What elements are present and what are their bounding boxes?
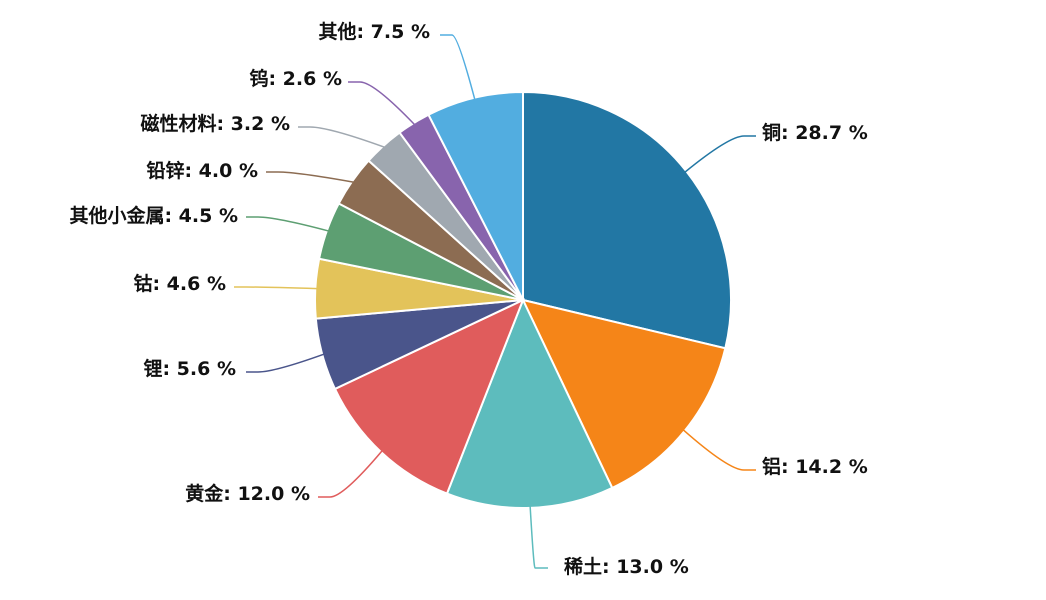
leader-line-10 bbox=[440, 34, 476, 100]
pie-label-9: 钨: 2.6 % bbox=[249, 67, 342, 90]
pie-label-6: 其他小金属: 4.5 % bbox=[69, 204, 238, 227]
pie-label-7: 铅锌: 4.0 % bbox=[146, 159, 258, 182]
leader-line-1 bbox=[682, 429, 756, 471]
leader-line-5 bbox=[234, 286, 318, 290]
pie-slices bbox=[314, 90, 732, 509]
pie-label-10: 其他: 7.5 % bbox=[318, 20, 430, 43]
pie-label-0: 铜: 28.7 % bbox=[762, 121, 868, 144]
pie-leader-lines bbox=[234, 34, 756, 569]
leader-line-2 bbox=[529, 505, 548, 569]
pie-label-5: 钴: 4.6 % bbox=[133, 272, 226, 295]
leader-line-4 bbox=[246, 353, 325, 373]
pie-label-2: 稀土: 13.0 % bbox=[564, 555, 689, 578]
leader-line-0 bbox=[684, 135, 756, 173]
leader-line-6 bbox=[246, 216, 330, 232]
leader-line-3 bbox=[318, 450, 383, 498]
pie-label-1: 铝: 14.2 % bbox=[762, 455, 868, 478]
pie-labels: 铜: 28.7 % 铝: 14.2 % 稀土: 13.0 % 黄金: 12.0 % 锂:… bbox=[69, 20, 867, 578]
leader-line-7 bbox=[266, 171, 355, 183]
leader-line-8 bbox=[298, 126, 385, 149]
leader-line-9 bbox=[348, 81, 416, 126]
pie-label-3: 黄金: 12.0 % bbox=[185, 482, 310, 505]
pie-label-8: 磁性材料: 3.2 % bbox=[140, 112, 290, 135]
pie-label-4: 锂: 5.6 % bbox=[143, 357, 236, 380]
